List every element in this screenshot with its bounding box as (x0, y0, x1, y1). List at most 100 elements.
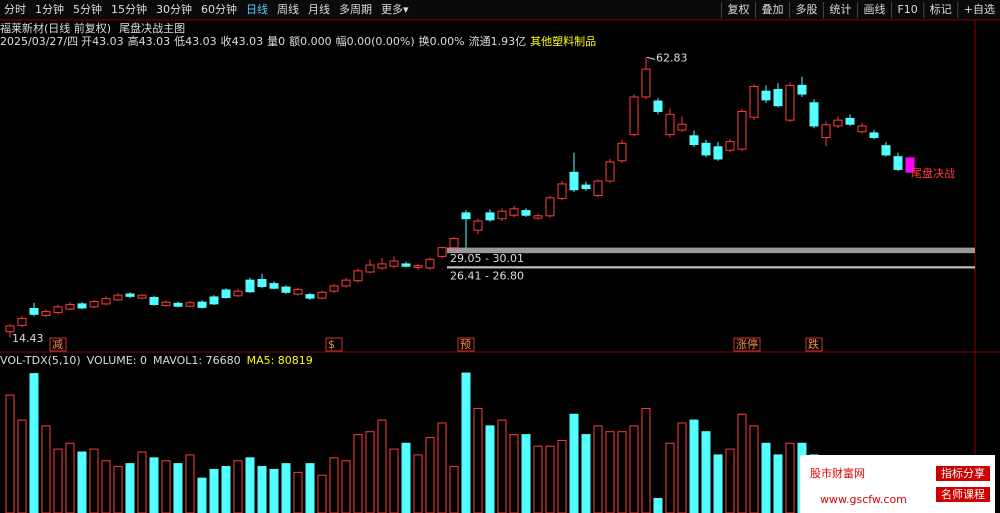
period-tab[interactable]: 月线 (308, 2, 330, 16)
volume-bar (737, 413, 747, 513)
volume-bar (245, 457, 255, 513)
candle-body (461, 212, 471, 220)
watermark-title: 股市财富网 (810, 466, 865, 480)
volume-bar (221, 466, 231, 513)
watermark-url: www.gscfw.com (820, 493, 907, 506)
tool-button[interactable]: F10 (897, 3, 917, 16)
signal-box (733, 337, 761, 352)
volume-bar (653, 497, 663, 513)
candle-body (449, 237, 459, 249)
watermark-tag-bg (936, 466, 990, 481)
candle-body (857, 125, 867, 133)
volume-bar (233, 460, 243, 513)
watermark-tag: 指标分享 (941, 466, 985, 480)
volume-bar (89, 448, 99, 513)
volume-bar (713, 454, 723, 513)
period-tab[interactable]: 日线 (246, 2, 268, 16)
low-label: 14.43 (12, 332, 44, 345)
candle-body (113, 294, 123, 301)
signal-box (325, 337, 343, 352)
tool-button[interactable]: 多股 (795, 2, 817, 16)
candle-body (821, 124, 831, 139)
volume-bar (629, 425, 639, 513)
volume-bar (5, 394, 15, 513)
volume-bar (569, 413, 579, 513)
tool-button[interactable]: 统计 (829, 3, 851, 16)
volume-bar (497, 419, 507, 513)
period-tab[interactable]: 15分钟 (111, 2, 147, 16)
period-tab[interactable]: 周线 (277, 2, 299, 16)
volume-bar (41, 425, 51, 513)
candle-body (41, 310, 51, 316)
period-tab[interactable]: 5分钟 (73, 2, 102, 16)
candle-body (521, 210, 531, 216)
period-tab[interactable]: 更多▾ (381, 2, 409, 16)
info-field: 量0 (267, 35, 285, 48)
candle-body (437, 247, 447, 257)
candle-body (569, 171, 579, 191)
volume-bar (137, 451, 147, 513)
candle-body (233, 290, 243, 297)
volume-bar (269, 468, 279, 513)
info-field: 幅0.00(0.00%) (336, 35, 415, 48)
volume-bar (761, 442, 771, 513)
watermark-tag-bg (936, 487, 990, 502)
period-tab[interactable]: 1分钟 (35, 2, 64, 16)
candle-body (593, 180, 603, 197)
volume-bar (785, 442, 795, 513)
info-date: 2025/03/27/四 (0, 35, 78, 48)
volume-bar (209, 468, 219, 513)
candle-body (317, 291, 327, 299)
volume-bar (665, 442, 675, 513)
volume-bar (773, 454, 783, 513)
candle-body (185, 302, 195, 307)
tool-button[interactable]: +自选 (964, 3, 995, 16)
info-field: 换0.00% (419, 34, 465, 48)
zone-label: 26.41 - 26.80 (450, 269, 524, 282)
candle-body (701, 142, 711, 156)
volume-bar (53, 448, 63, 513)
tool-button[interactable]: 复权 (727, 2, 749, 16)
volume-bar (353, 434, 363, 513)
price-zone (447, 247, 975, 254)
candle-body (173, 302, 183, 307)
volume-bar (257, 466, 267, 513)
candle-body (293, 288, 303, 295)
candle-body (329, 285, 339, 292)
volume-bar (509, 434, 519, 513)
period-tab[interactable]: 30分钟 (156, 2, 192, 16)
last-label: 尾盘决战 (911, 166, 955, 180)
candle-body (53, 306, 63, 314)
info-field: 低43.03 (174, 35, 217, 48)
candle-body (197, 301, 207, 308)
price-zone (447, 266, 975, 269)
volume-bar (701, 431, 711, 513)
signal-label: 减 (52, 338, 63, 351)
candle-body (809, 102, 819, 127)
tool-button[interactable]: 标记 (930, 2, 952, 16)
candle-body (713, 146, 723, 160)
volume-bar (173, 463, 183, 513)
volume-bar (413, 454, 423, 513)
candle-body (533, 215, 543, 219)
tool-button[interactable]: 画线 (863, 2, 885, 16)
volume-bar (101, 460, 111, 513)
info-industry: 其他塑料制品 (530, 34, 596, 48)
volume-legend: MA5: 80819 (247, 354, 313, 367)
candle-body (377, 263, 387, 269)
candle-body (689, 135, 699, 145)
candle-body (581, 184, 591, 190)
candle-body (785, 84, 795, 121)
period-tab[interactable]: 60分钟 (201, 2, 237, 16)
candle-body (749, 86, 759, 118)
period-tab[interactable]: 分时 (4, 3, 26, 16)
candle-body (245, 279, 255, 293)
tool-button[interactable]: 叠加 (761, 3, 783, 16)
candle-body (221, 289, 231, 299)
candle-body (305, 294, 315, 299)
volume-bar (545, 445, 555, 513)
zone-label: 29.05 - 30.01 (450, 252, 524, 265)
candle-body (653, 100, 663, 112)
volume-bar (641, 407, 651, 513)
period-tab[interactable]: 多周期 (339, 2, 372, 16)
